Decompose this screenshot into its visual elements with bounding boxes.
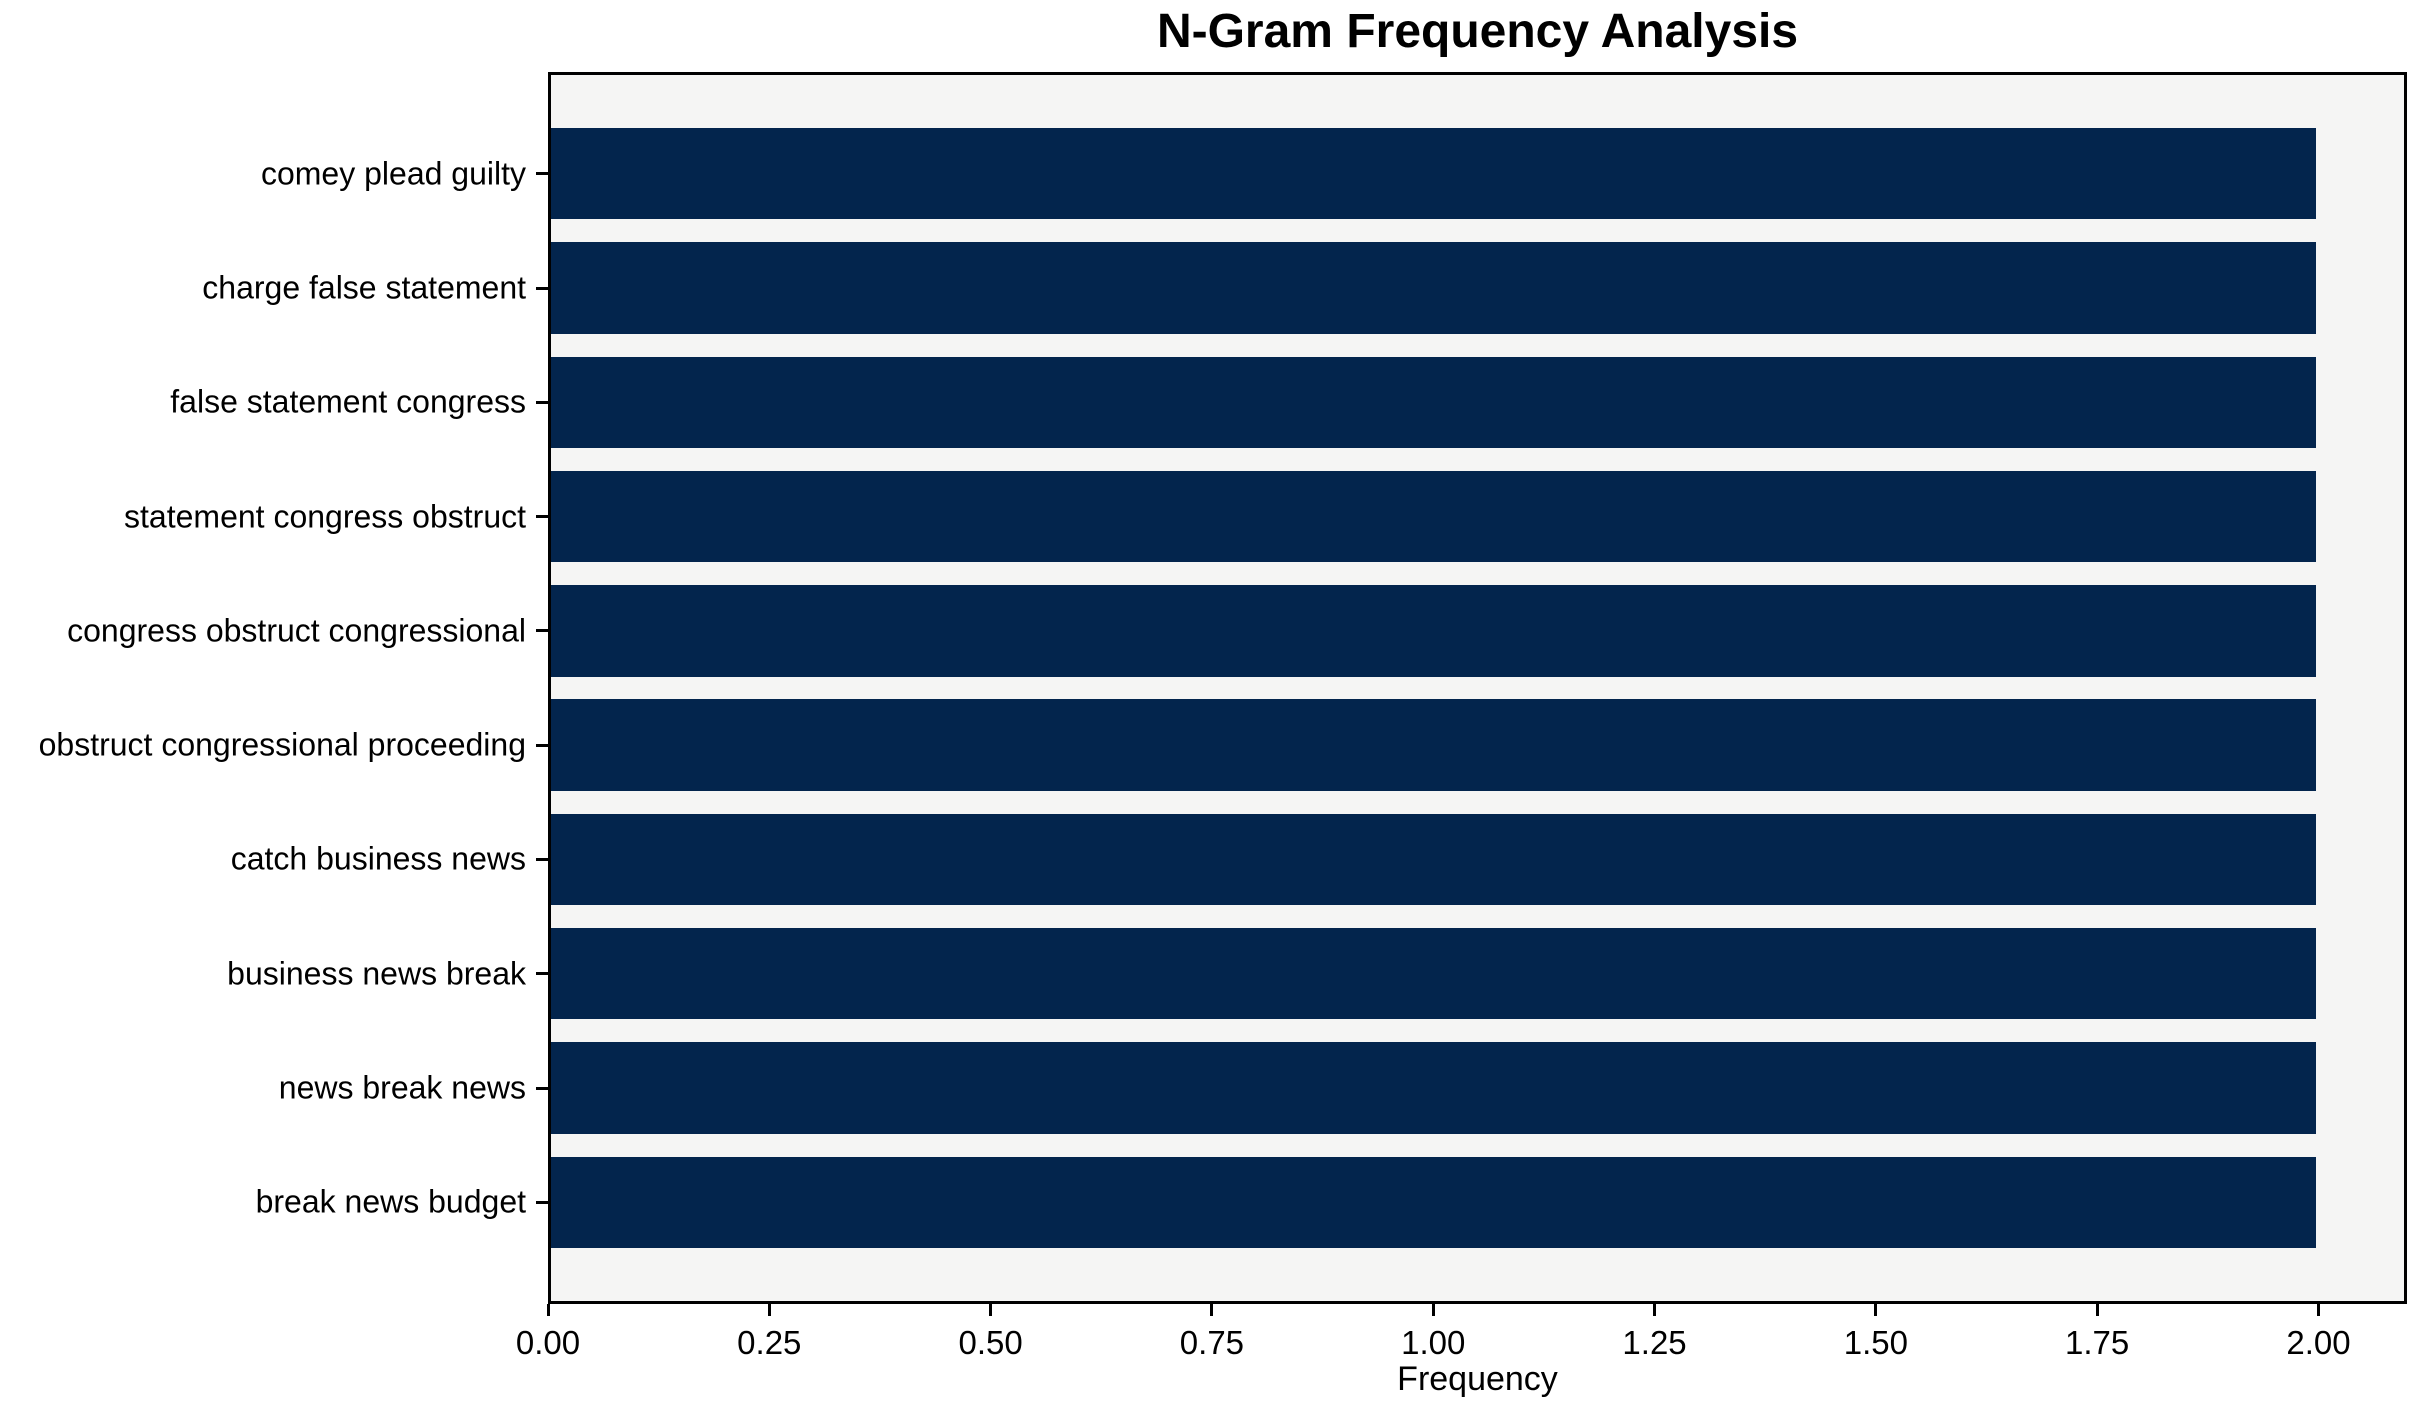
bar	[551, 356, 2316, 448]
x-tick-label: 0.25	[737, 1324, 802, 1361]
y-tick-label: business news break	[227, 955, 526, 992]
x-tick-mark	[767, 1304, 771, 1316]
x-tick-mark	[546, 1304, 550, 1316]
bar	[551, 128, 2316, 220]
bar	[551, 1156, 2316, 1248]
y-tick-label: comey plead guilty	[260, 155, 526, 192]
y-tick-mark	[536, 286, 548, 290]
x-tick-label: 1.00	[1401, 1324, 1466, 1361]
x-tick-label: 1.75	[2065, 1324, 2130, 1361]
y-tick-label: news break news	[278, 1069, 526, 1106]
y-tick-mark	[536, 515, 548, 519]
chart-title: N-Gram Frequency Analysis	[1156, 5, 1799, 58]
bar	[551, 242, 2316, 334]
y-tick-label: catch business news	[230, 840, 526, 877]
x-tick-mark	[2095, 1304, 2099, 1316]
bar	[551, 470, 2316, 563]
bar	[551, 585, 2316, 677]
y-tick-mark	[536, 743, 548, 747]
y-tick-mark	[536, 172, 548, 176]
x-tick-mark	[1653, 1304, 1657, 1316]
bar	[551, 928, 2316, 1020]
y-tick-label: statement congress obstruct	[124, 498, 526, 535]
y-tick-label: break news budget	[255, 1183, 526, 1220]
y-tick-mark	[536, 1086, 548, 1090]
x-tick-label: 1.50	[1843, 1324, 1908, 1361]
y-tick-mark	[536, 972, 548, 976]
y-tick-mark	[536, 1200, 548, 1204]
x-tick-mark	[1210, 1304, 1214, 1316]
x-tick-mark	[989, 1304, 993, 1316]
y-tick-label: congress obstruct congressional	[67, 612, 526, 649]
x-tick-label: 0.00	[515, 1324, 581, 1361]
x-tick-mark	[2316, 1304, 2320, 1316]
x-axis-label: Frequency	[1397, 1360, 1558, 1398]
y-tick-label: false statement congress	[170, 383, 526, 420]
y-tick-label: obstruct congressional proceeding	[38, 726, 526, 763]
bar	[551, 813, 2316, 906]
y-tick-mark	[536, 857, 548, 861]
x-tick-label: 0.50	[958, 1324, 1023, 1361]
x-tick-mark	[1431, 1304, 1435, 1316]
x-tick-mark	[1874, 1304, 1878, 1316]
x-tick-label: 1.25	[1622, 1324, 1687, 1361]
y-tick-label: charge false statement	[202, 269, 526, 306]
x-tick-label: 0.75	[1179, 1324, 1245, 1361]
y-tick-mark	[536, 629, 548, 633]
bar	[551, 1042, 2316, 1134]
y-tick-mark	[536, 400, 548, 404]
x-tick-label: 2.00	[2286, 1324, 2351, 1361]
plot-area	[548, 72, 2407, 1304]
bar	[551, 699, 2316, 791]
